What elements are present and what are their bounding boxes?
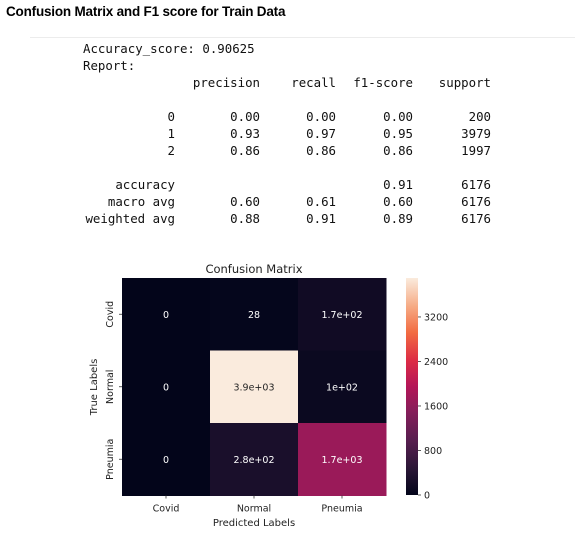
report-header-cell: f1-score [353,75,413,90]
colorbar-tick-label: 1600 [424,401,448,412]
report-row-label: 1 [167,126,175,141]
heatmap-axes: Covid Normal Pneumia Covid Normal Pneumia [105,301,363,515]
report-row-label: 0 [167,109,175,124]
colorbar-tick-label: 0 [424,491,430,502]
report-f1: 0.60 [383,194,413,209]
report-recall: 0.97 [306,126,336,141]
heatmap-cell [298,423,387,496]
report-row: 0 0.00 0.00 0.00 200 [0,108,575,125]
output-heading: Confusion Matrix and F1 score for Train … [6,4,286,19]
x-tick-label: Normal [237,504,271,515]
report-row: accuracy 0.91 6176 [0,176,575,193]
report-support: 3979 [461,126,491,141]
report-precision: 0.00 [230,109,260,124]
cell-annotation: 28 [248,310,260,321]
y-tick-label: Pneumia [105,439,116,480]
report-row-label: weighted avg [85,211,175,226]
report-row-label: 2 [167,143,175,158]
y-tick-label: Normal [105,370,116,404]
report-f1: 0.95 [383,126,413,141]
heatmap-cell [122,350,211,424]
colorbar-tick-label: 2400 [424,357,448,368]
report-precision: 0.93 [230,126,260,141]
colorbar-tick-label: 3200 [424,312,448,323]
heatmap-cell [210,350,299,424]
heatmap-cell [122,423,211,496]
output-divider [30,37,575,38]
cell-annotation: 1.7e+03 [321,455,362,466]
report-f1: 0.89 [383,211,413,226]
report-precision: 0.88 [230,211,260,226]
report-header-cell: precision [192,75,260,90]
heatmap-cell [298,350,387,424]
heatmap-annotations: 0 28 1.7e+02 0 3.9e+03 1e+02 0 2.8e+02 1.7e+03 [163,310,363,466]
heatmap-cell [122,278,211,351]
heatmap-cell [298,278,387,351]
cell-annotation: 2.8e+02 [233,455,274,466]
x-axis-label: Predicted Labels [213,518,295,529]
colorbar [406,278,418,495]
heatmap-cell [210,423,299,496]
report-header: precision recall f1-score support [0,74,575,91]
report-row: macro avg 0.60 0.61 0.60 6176 [0,193,575,210]
report-f1: 0.86 [383,143,413,158]
report-row-label: accuracy [115,177,175,192]
colorbar-ticks: 0 800 1600 2400 3200 [418,312,448,502]
report-recall: 0.86 [306,143,336,158]
report-support: 1997 [461,143,491,158]
report-precision: 0.60 [230,194,260,209]
report-f1: 0.91 [383,177,413,192]
report-header-cell: support [438,75,491,90]
report-label: Report: [83,58,136,73]
cell-annotation: 0 [163,310,169,321]
report-row: 2 0.86 0.86 0.86 1997 [0,142,575,159]
report-support: 6176 [461,194,491,209]
report-recall: 0.91 [306,211,336,226]
heatmap-cell [210,278,299,351]
report-support: 6176 [461,211,491,226]
colorbar-tick-label: 800 [424,446,442,457]
report-f1: 0.00 [383,109,413,124]
cell-annotation: 3.9e+03 [233,382,274,393]
cell-annotation: 1e+02 [326,382,358,393]
cell-annotation: 0 [163,455,169,466]
report-table: precision recall f1-score support 0 0.00 0.00 0… [0,0,575,240]
report-header-cell: recall [291,75,336,90]
accuracy-line: Accuracy_score: 0.90625 [83,41,255,56]
cell-annotation: 0 [163,382,169,393]
y-axis-label: True Labels [89,359,100,417]
report-row: weighted avg 0.88 0.91 0.89 6176 [0,210,575,227]
chart-title: Confusion Matrix [205,262,302,276]
report-row-label: macro avg [107,194,175,209]
report-row: 1 0.93 0.97 0.95 3979 [0,125,575,142]
heatmap-cells [122,278,387,496]
x-tick-label: Pneumia [321,504,362,515]
cell-annotation: 1.7e+02 [321,310,362,321]
report-support: 200 [468,109,491,124]
report-precision: 0.86 [230,143,260,158]
report-recall: 0.61 [306,194,336,209]
y-tick-label: Covid [105,301,116,328]
x-tick-label: Covid [153,504,180,515]
report-support: 6176 [461,177,491,192]
report-recall: 0.00 [306,109,336,124]
